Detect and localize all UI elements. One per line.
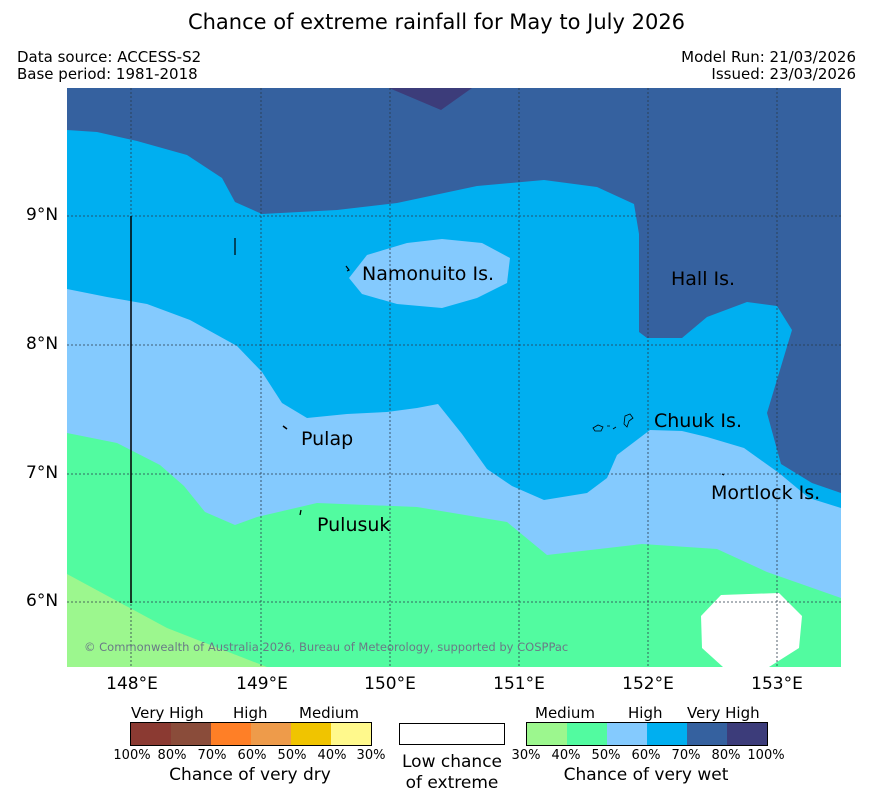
wet-legend-title: Chance of very wet	[563, 765, 729, 785]
base-period: Base period: 1981-2018	[17, 65, 198, 83]
dry-cat-high: High	[233, 704, 268, 722]
place-pulap: Pulap	[301, 428, 354, 450]
wet-cat-high: High	[628, 704, 663, 722]
dry-tick: 40%	[317, 748, 347, 763]
place-namonuito: Namonuito Is.	[362, 263, 495, 285]
wet-tick: 60%	[631, 748, 661, 763]
zone-80-100	[389, 88, 472, 110]
lat-label-9n: 9°N	[26, 205, 59, 225]
dry-cat-very-high: Very High	[131, 704, 204, 722]
dry-cat-medium: Medium	[299, 704, 359, 722]
wet-swatch-4	[647, 723, 687, 745]
wet-swatch-5	[687, 723, 727, 745]
issued-date: Issued: 23/03/2026	[711, 65, 856, 83]
dry-swatch-6	[331, 723, 371, 745]
lat-label-8n: 8°N	[26, 334, 59, 354]
dry-swatch-5	[291, 723, 331, 745]
rainfall-map: Namonuito Is. Hall Is. Pulap Chuuk Is. M…	[67, 88, 841, 667]
wet-cat-very-high: Very High	[687, 704, 760, 722]
low-chance-title: Low chance of extreme	[390, 752, 514, 794]
place-pulusuk: Pulusuk	[317, 514, 391, 536]
place-chuuk: Chuuk Is.	[654, 410, 742, 432]
map-title: Chance of extreme rainfall for May to Ju…	[187, 10, 686, 34]
dry-tick: 80%	[157, 748, 187, 763]
lon-label-153e: 153°E	[751, 674, 803, 694]
lon-label-150e: 150°E	[364, 674, 416, 694]
lat-label-7n: 7°N	[26, 463, 59, 483]
meta-left: Data source: ACCESS-S2 Base period: 1981…	[17, 49, 201, 83]
wet-tick: 100%	[747, 748, 785, 763]
dry-swatch-1	[131, 723, 171, 745]
island-shapes	[234, 238, 725, 516]
wet-swatch-6	[727, 723, 767, 745]
dry-tick: 50%	[277, 748, 307, 763]
dry-tick: 100%	[113, 748, 151, 763]
wet-tick: 70%	[671, 748, 701, 763]
dry-swatch-4	[251, 723, 291, 745]
data-source: Data source: ACCESS-S2	[17, 48, 202, 66]
wet-tick: 40%	[551, 748, 581, 763]
gridlines	[67, 88, 841, 667]
low-chance-line1: Low chance	[402, 752, 502, 772]
dry-tick: 70%	[197, 748, 227, 763]
place-mortlock: Mortlock Is.	[711, 482, 821, 504]
wet-swatch-2	[567, 723, 607, 745]
meta-right: Model Run: 21/03/2026 Issued: 23/03/2026	[681, 49, 856, 83]
lon-label-151e: 151°E	[493, 674, 545, 694]
lon-label-148e: 148°E	[106, 674, 158, 694]
wet-tick: 80%	[711, 748, 741, 763]
dry-swatch-2	[171, 723, 211, 745]
wet-colorbar	[526, 722, 768, 746]
dry-colorbar	[130, 722, 372, 746]
lat-label-6n: 6°N	[26, 591, 59, 611]
zone-70-80	[67, 88, 841, 493]
low-chance-swatch	[399, 723, 505, 745]
place-hall: Hall Is.	[671, 268, 736, 290]
wet-swatch-3	[607, 723, 647, 745]
wet-cat-medium: Medium	[535, 704, 595, 722]
zone-50-60-island	[349, 239, 510, 308]
dry-legend-title: Chance of very dry	[169, 765, 331, 785]
dry-swatch-3	[211, 723, 251, 745]
low-chance-line2: of extreme	[405, 773, 499, 793]
dry-tick: 60%	[237, 748, 267, 763]
lon-label-149e: 149°E	[236, 674, 288, 694]
dry-tick: 30%	[356, 748, 386, 763]
wet-swatch-1	[527, 723, 567, 745]
lon-label-152e: 152°E	[622, 674, 674, 694]
copyright-notice: © Commonwealth of Australia 2026, Bureau…	[84, 640, 569, 654]
model-run: Model Run: 21/03/2026	[681, 48, 856, 66]
wet-tick: 50%	[591, 748, 621, 763]
wet-tick: 30%	[511, 748, 541, 763]
